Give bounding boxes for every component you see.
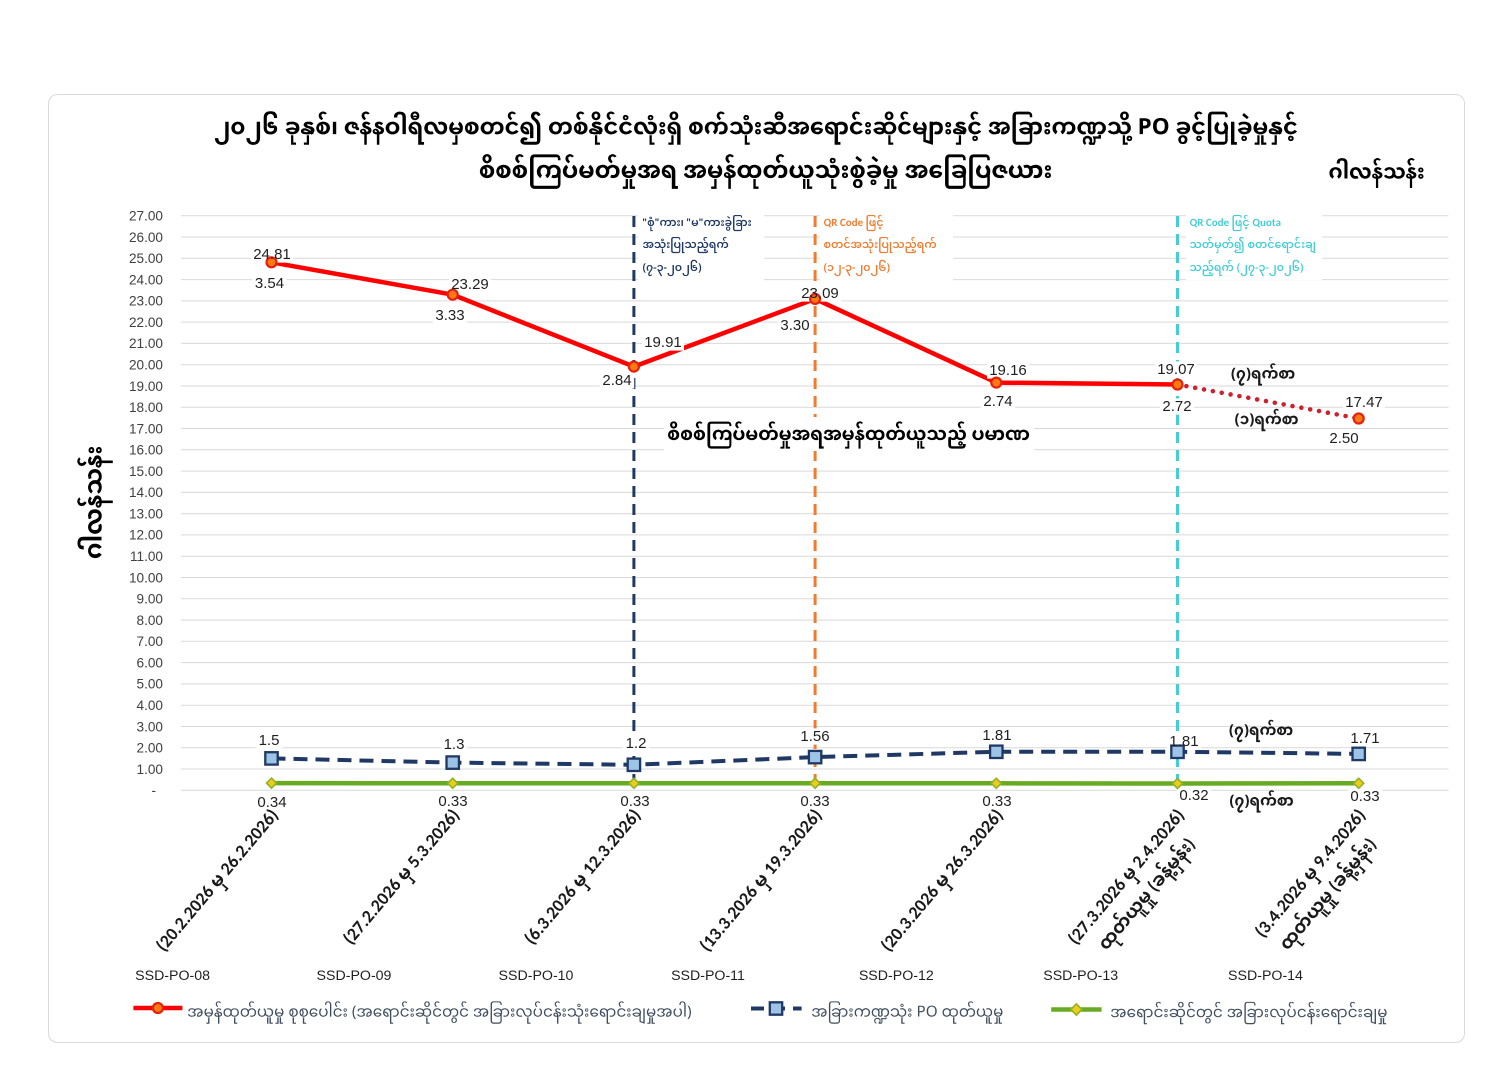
svg-text:1.81: 1.81 (1169, 733, 1198, 750)
svg-text:0.33: 0.33 (438, 793, 467, 810)
svg-text:3.54: 3.54 (255, 275, 284, 292)
svg-text:1.3: 1.3 (444, 736, 465, 753)
svg-text:23.29: 23.29 (451, 276, 489, 293)
svg-text:1.71: 1.71 (1350, 730, 1379, 747)
svg-text:SSD-PO-10: SSD-PO-10 (499, 968, 574, 984)
svg-text:18.00: 18.00 (129, 400, 163, 415)
svg-text:19.07: 19.07 (1157, 361, 1195, 378)
svg-text:23.00: 23.00 (129, 294, 163, 309)
svg-text:14.00: 14.00 (129, 485, 163, 500)
svg-text:20.00: 20.00 (129, 358, 163, 373)
svg-text:4.00: 4.00 (137, 698, 164, 713)
svg-text:13.00: 13.00 (129, 507, 163, 522)
svg-text:9.00: 9.00 (137, 592, 164, 607)
svg-text:1.5: 1.5 (259, 732, 280, 749)
svg-text:SSD-PO-09: SSD-PO-09 (317, 968, 392, 984)
svg-text:23.09: 23.09 (801, 285, 839, 302)
svg-text:8.00: 8.00 (137, 613, 164, 628)
svg-text:27.00: 27.00 (129, 209, 163, 224)
svg-text:SSD-PO-11: SSD-PO-11 (671, 968, 745, 984)
svg-text:24.81: 24.81 (253, 246, 291, 263)
svg-text:1.81: 1.81 (982, 727, 1011, 744)
svg-text:25.00: 25.00 (129, 251, 163, 266)
svg-text:7.00: 7.00 (137, 634, 164, 649)
svg-text:2.00: 2.00 (137, 741, 164, 756)
svg-text:10.00: 10.00 (129, 570, 163, 585)
svg-text:0.32: 0.32 (1179, 787, 1208, 804)
svg-text:24.00: 24.00 (129, 272, 163, 287)
svg-text:17.00: 17.00 (129, 421, 163, 436)
svg-text:16.00: 16.00 (129, 443, 163, 458)
svg-text:5.00: 5.00 (137, 677, 164, 692)
svg-text:SSD-PO-12: SSD-PO-12 (859, 968, 934, 984)
svg-text:SSD-PO-08: SSD-PO-08 (135, 968, 210, 984)
svg-text:1.00: 1.00 (137, 762, 164, 777)
svg-text:0.33: 0.33 (800, 793, 829, 810)
svg-text:19.00: 19.00 (129, 379, 163, 394)
svg-text:22.00: 22.00 (129, 315, 163, 330)
svg-text:1.2: 1.2 (626, 735, 647, 752)
svg-text:2.74: 2.74 (983, 393, 1012, 410)
svg-text:2.50: 2.50 (1329, 430, 1358, 447)
svg-text:SSD-PO-13: SSD-PO-13 (1043, 968, 1118, 984)
svg-text:21.00: 21.00 (129, 336, 163, 351)
svg-text:2.84: 2.84 (602, 372, 631, 389)
svg-text:-: - (151, 783, 156, 798)
svg-text:19.91: 19.91 (644, 334, 682, 351)
svg-text:17.47: 17.47 (1345, 394, 1383, 411)
svg-text:3.33: 3.33 (435, 307, 464, 324)
svg-text:0.34: 0.34 (257, 794, 286, 811)
svg-text:0.33: 0.33 (620, 793, 649, 810)
svg-text:1.56: 1.56 (800, 728, 829, 745)
svg-text:SSD-PO-14: SSD-PO-14 (1228, 968, 1303, 984)
svg-text:2.72: 2.72 (1162, 398, 1191, 415)
svg-text:0.33: 0.33 (1350, 788, 1379, 805)
svg-text:26.00: 26.00 (129, 230, 163, 245)
svg-text:12.00: 12.00 (129, 528, 163, 543)
svg-text:0.33: 0.33 (982, 793, 1011, 810)
svg-text:3.00: 3.00 (137, 719, 164, 734)
svg-text:11.00: 11.00 (130, 549, 163, 564)
svg-text:19.16: 19.16 (989, 362, 1027, 379)
svg-text:3.30: 3.30 (780, 317, 809, 334)
svg-text:6.00: 6.00 (137, 655, 164, 670)
svg-text:15.00: 15.00 (129, 464, 163, 479)
